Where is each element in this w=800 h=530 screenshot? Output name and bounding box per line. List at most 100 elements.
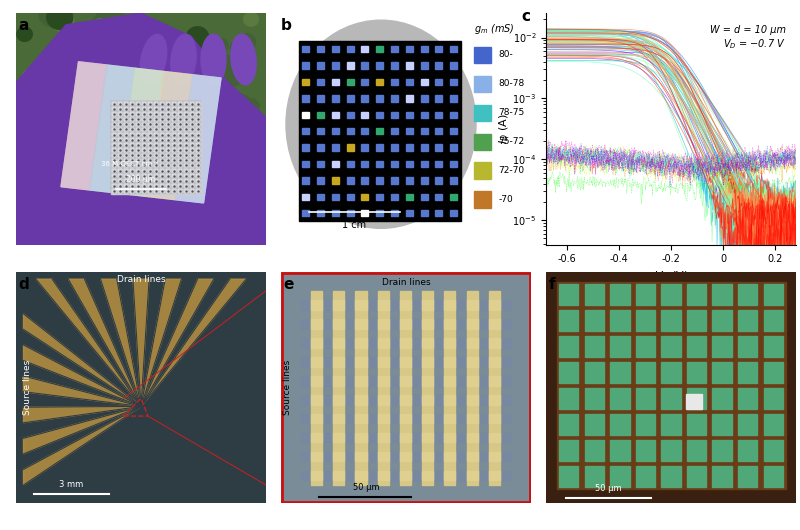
Bar <box>334 414 344 423</box>
Bar <box>422 300 434 310</box>
Bar <box>421 193 427 200</box>
Bar <box>301 452 511 462</box>
Bar <box>684 308 709 333</box>
Bar <box>761 360 786 385</box>
Bar <box>435 63 442 69</box>
Bar <box>421 63 427 69</box>
Bar <box>738 466 758 487</box>
Circle shape <box>116 97 154 131</box>
Bar <box>435 95 442 102</box>
Circle shape <box>210 56 245 88</box>
Circle shape <box>112 177 149 211</box>
Bar <box>334 300 344 310</box>
Bar <box>346 79 354 85</box>
Bar <box>738 363 758 383</box>
Bar <box>422 471 434 480</box>
Bar <box>400 414 411 423</box>
Bar <box>421 177 427 183</box>
Bar <box>710 282 734 307</box>
Text: 80-: 80- <box>498 50 514 59</box>
Bar <box>585 363 604 383</box>
Bar <box>362 95 369 102</box>
Circle shape <box>149 220 179 248</box>
Circle shape <box>241 172 272 201</box>
Polygon shape <box>118 68 164 197</box>
Bar <box>378 291 389 485</box>
Circle shape <box>218 162 239 181</box>
Circle shape <box>134 66 173 103</box>
Bar <box>400 357 411 367</box>
Bar <box>355 319 366 329</box>
Text: $g_{m}$ (mS): $g_{m}$ (mS) <box>474 22 514 36</box>
Bar <box>355 357 366 367</box>
Bar <box>636 414 655 435</box>
Polygon shape <box>90 65 135 193</box>
Bar <box>636 363 655 383</box>
Bar <box>489 395 500 404</box>
Bar <box>559 284 578 305</box>
Bar <box>332 193 339 200</box>
Circle shape <box>177 70 203 94</box>
Bar <box>301 300 511 310</box>
Bar <box>763 440 783 461</box>
Bar <box>710 412 734 437</box>
Bar <box>658 308 683 333</box>
Bar <box>378 471 389 480</box>
Text: 1 cm: 1 cm <box>342 220 366 231</box>
Bar <box>582 438 606 463</box>
Bar <box>662 466 681 487</box>
Bar <box>761 386 786 411</box>
Bar <box>317 144 324 151</box>
Bar <box>658 386 683 411</box>
Polygon shape <box>23 407 141 423</box>
Bar <box>400 471 411 480</box>
Bar <box>311 414 322 423</box>
Bar <box>346 193 354 200</box>
Bar <box>474 104 491 121</box>
Bar <box>466 414 478 423</box>
Bar <box>658 282 683 307</box>
Bar <box>610 311 630 331</box>
Bar <box>658 412 683 437</box>
Bar <box>311 291 322 485</box>
Bar <box>444 357 455 367</box>
Text: 200 μm: 200 μm <box>126 175 155 184</box>
Bar <box>444 300 455 310</box>
Bar <box>406 193 413 200</box>
Bar <box>582 360 606 385</box>
Bar <box>713 284 732 305</box>
Bar <box>301 376 511 385</box>
Bar <box>633 282 658 307</box>
Bar <box>435 46 442 52</box>
Bar <box>311 338 322 348</box>
Bar <box>684 438 709 463</box>
Bar <box>582 334 606 359</box>
Bar <box>362 210 369 216</box>
Bar <box>610 414 630 435</box>
Bar <box>636 337 655 357</box>
Bar <box>311 433 322 443</box>
Bar <box>763 388 783 409</box>
Bar <box>400 300 411 310</box>
Bar <box>559 363 578 383</box>
Bar <box>686 394 702 409</box>
Bar <box>400 291 411 485</box>
Bar <box>633 386 658 411</box>
Polygon shape <box>175 75 221 203</box>
Circle shape <box>162 76 187 99</box>
Circle shape <box>210 166 226 182</box>
Circle shape <box>208 202 223 217</box>
Bar <box>474 134 491 149</box>
Bar <box>376 95 383 102</box>
Circle shape <box>26 90 51 113</box>
Bar <box>489 291 500 485</box>
Bar <box>406 95 413 102</box>
Bar <box>636 388 655 409</box>
Bar <box>713 414 732 435</box>
Bar <box>684 464 709 489</box>
Bar <box>557 386 581 411</box>
Bar <box>376 210 383 216</box>
Bar <box>608 386 632 411</box>
Bar <box>610 363 630 383</box>
Bar <box>435 177 442 183</box>
